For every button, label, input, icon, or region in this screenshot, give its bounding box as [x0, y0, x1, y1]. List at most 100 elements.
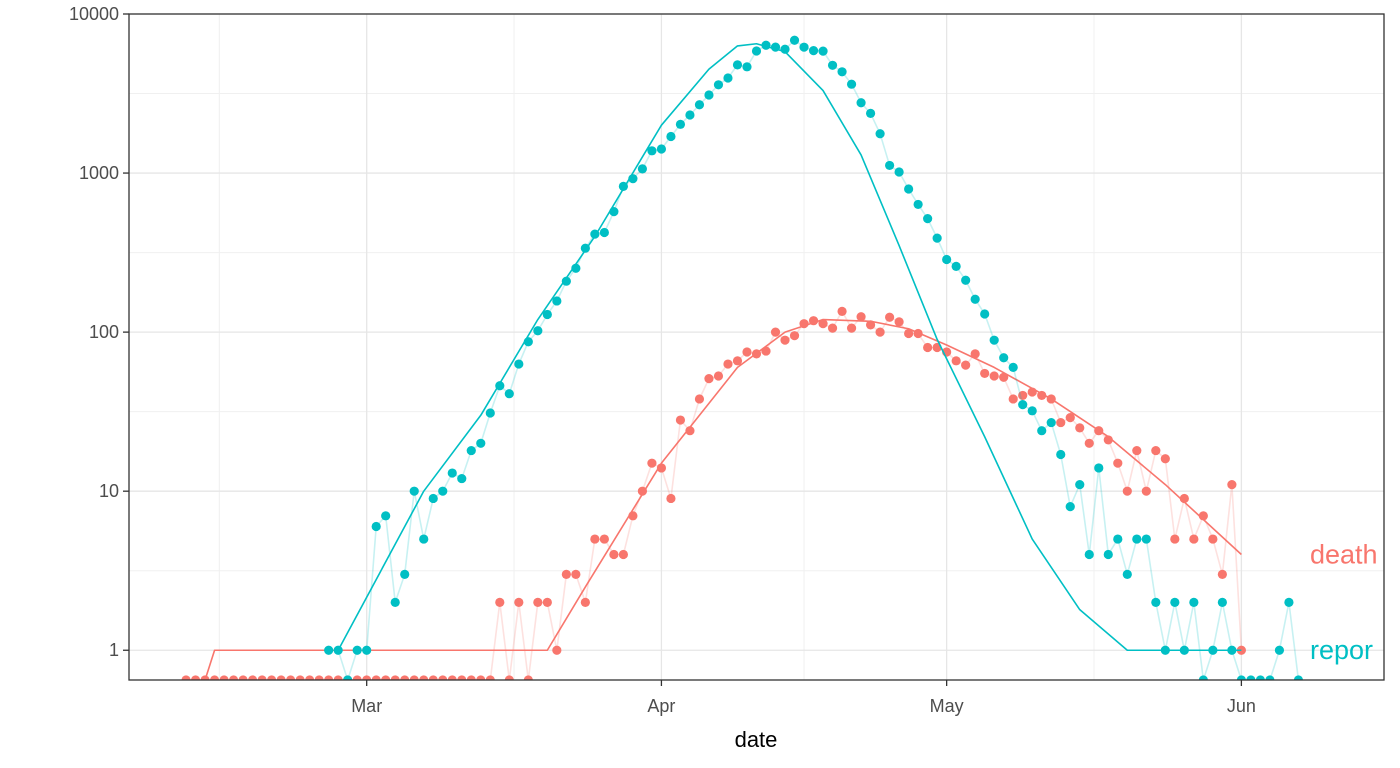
data-point-repor [694, 100, 705, 110]
data-point-repor [932, 233, 942, 243]
data-point-death [1160, 454, 1170, 464]
data-point-repor [780, 44, 790, 54]
data-point-repor [580, 243, 590, 253]
data-point-repor [770, 42, 781, 52]
data-point-death [1122, 486, 1132, 496]
data-point-repor [1208, 645, 1218, 655]
data-point-repor [999, 353, 1009, 363]
data-point-repor [989, 335, 999, 345]
data-point-repor [875, 129, 885, 139]
data-point-death [409, 675, 419, 680]
data-point-death [267, 675, 277, 680]
data-point-repor [1284, 597, 1294, 607]
data-point-death [1179, 493, 1189, 504]
data-point-death [1008, 394, 1018, 404]
data-point-repor [381, 511, 391, 521]
data-point-repor [1065, 501, 1075, 512]
data-point-repor [1198, 675, 1208, 680]
data-point-repor [675, 119, 686, 129]
data-point-repor [609, 207, 619, 217]
data-point-repor [894, 167, 904, 177]
data-point-death [1227, 479, 1237, 490]
data-point-death [846, 323, 857, 333]
x-axis-title: date [735, 727, 778, 752]
data-point-death [618, 549, 628, 560]
data-point-repor [713, 80, 724, 90]
data-point-repor [913, 199, 923, 210]
data-point-death [1151, 445, 1161, 456]
data-point-repor [1151, 597, 1161, 607]
data-point-repor [1046, 417, 1056, 428]
data-point-death [951, 356, 961, 366]
data-point-repor [628, 174, 638, 184]
data-point-death [685, 426, 695, 436]
data-point-repor [856, 98, 866, 108]
data-point-death [770, 327, 781, 337]
data-point-death [571, 569, 581, 579]
data-point-death [1075, 423, 1085, 433]
data-point-death [580, 597, 590, 607]
data-point-death [1056, 417, 1066, 428]
raw-line-death [186, 309, 1243, 680]
data-point-death [257, 675, 267, 680]
y-tick-label: 100 [89, 322, 119, 342]
data-point-repor [390, 597, 400, 607]
data-point-death [466, 675, 476, 680]
data-point-death [704, 374, 714, 384]
data-point-repor [1018, 400, 1028, 410]
minor-gridlines [129, 14, 1384, 680]
plot-background [129, 14, 1384, 680]
data-point-repor [827, 60, 838, 70]
x-axis: Mar Apr May Jun [351, 680, 1256, 716]
data-point-death [190, 675, 201, 680]
data-point-death [780, 335, 790, 345]
data-point-death [219, 675, 229, 680]
data-point-repor [1189, 597, 1199, 607]
data-point-death [447, 675, 457, 680]
data-point-repor [1132, 534, 1142, 544]
series-death [181, 306, 1246, 680]
data-point-death [628, 511, 638, 521]
data-point-repor [799, 42, 809, 52]
data-point-death [381, 675, 391, 680]
data-point-repor [495, 381, 505, 391]
x-tick-label: Mar [351, 696, 382, 716]
data-point-repor [457, 473, 467, 484]
data-point-death [827, 323, 838, 333]
data-point-death [1217, 569, 1227, 579]
data-point-death [923, 342, 933, 353]
data-point-death [324, 675, 334, 680]
data-point-repor [485, 408, 495, 418]
data-point-repor [1293, 675, 1304, 680]
data-point-death [799, 319, 809, 329]
data-point-repor [970, 294, 980, 304]
data-point-death [247, 675, 258, 680]
data-point-repor [590, 229, 600, 239]
data-point-repor [647, 146, 657, 156]
data-point-death [904, 328, 914, 339]
data-point-repor [409, 486, 419, 496]
data-point-repor [1217, 597, 1227, 607]
data-point-repor [742, 62, 752, 72]
data-point-repor [961, 275, 971, 285]
data-point-repor [1094, 463, 1104, 473]
data-point-death [980, 368, 990, 379]
data-point-death [305, 675, 315, 680]
data-point-death [295, 675, 305, 680]
plot-panel-border [128, 13, 1385, 681]
data-point-repor [1274, 645, 1285, 655]
data-point-repor [1141, 534, 1151, 544]
data-point-repor [362, 645, 372, 655]
x-tick-label: Apr [647, 696, 675, 716]
data-point-death [514, 597, 524, 607]
data-point-death [1189, 534, 1199, 544]
data-point-death [371, 675, 381, 680]
x-tick-label: Jun [1227, 696, 1256, 716]
data-point-repor [428, 493, 438, 504]
data-point-repor [1227, 645, 1237, 655]
data-point-repor [1113, 534, 1123, 544]
data-point-death [181, 675, 191, 680]
series-labels: death repor [1310, 539, 1378, 665]
data-point-death [818, 319, 828, 329]
data-point-repor [789, 35, 800, 45]
